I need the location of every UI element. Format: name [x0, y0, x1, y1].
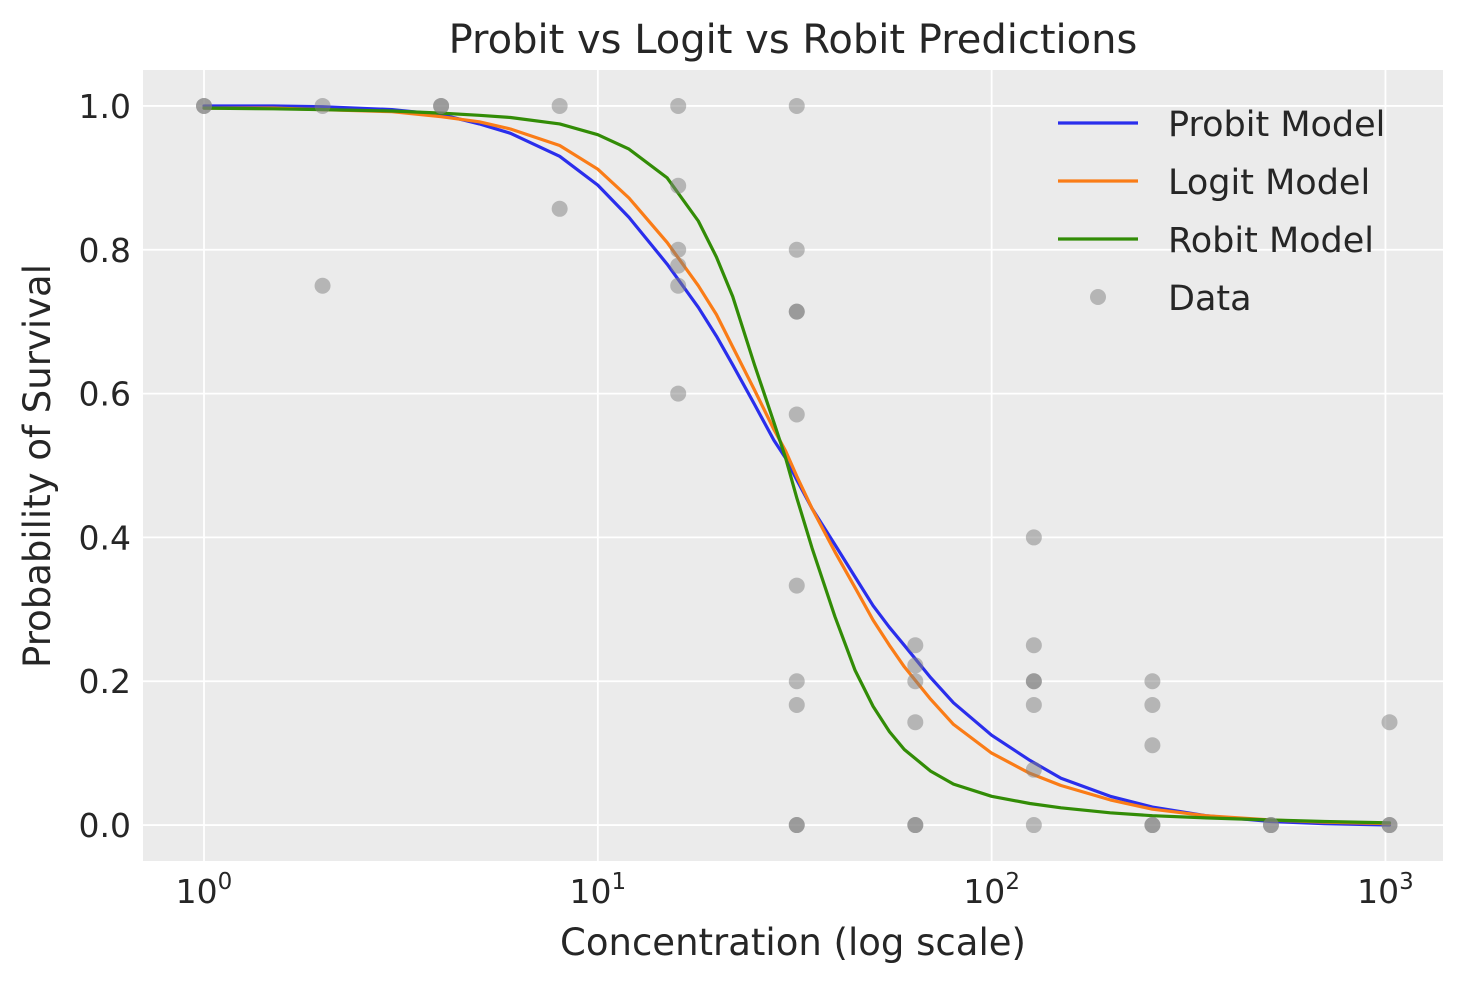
data-point	[907, 817, 924, 834]
x-tick-label: 102	[963, 869, 1020, 911]
data-point	[1381, 714, 1398, 731]
x-tick-labels: 100 101 102 103	[176, 869, 1414, 911]
y-axis-label: Probability of Survival	[16, 264, 59, 668]
x-tick-base: 10	[1357, 872, 1399, 911]
x-tick-exponent: 2	[1005, 869, 1020, 895]
series-line-logit-model	[202, 106, 1392, 826]
x-tick-label: 103	[1357, 869, 1414, 911]
data-point	[1144, 673, 1161, 690]
y-tick-label: 0.2	[79, 662, 131, 701]
data-point	[670, 97, 687, 114]
data-point	[670, 241, 687, 258]
x-axis-label: Concentration (log scale)	[560, 921, 1026, 964]
data-point	[907, 714, 924, 731]
data-point	[907, 637, 924, 654]
data-point	[1144, 696, 1161, 713]
x-tick-exponent: 1	[611, 869, 626, 895]
data-point	[788, 406, 805, 423]
data-point	[788, 577, 805, 594]
data-point	[1025, 529, 1042, 546]
chart-title: Probit vs Logit vs Robit Predictions	[449, 17, 1138, 63]
data-point	[907, 657, 924, 674]
y-tick-labels: 0.0 0.2 0.4 0.6 0.8 1.0	[79, 87, 131, 845]
data-point	[788, 673, 805, 690]
data-point	[1025, 637, 1042, 654]
series-line-robit-model	[202, 106, 1392, 825]
data-point	[670, 385, 687, 402]
x-tick-label: 101	[569, 869, 626, 911]
data-point	[788, 696, 805, 713]
data-point	[670, 277, 687, 294]
data-point	[1025, 817, 1042, 834]
y-tick-label: 0.4	[79, 518, 131, 557]
series-lines	[202, 104, 1392, 827]
legend-label: Robit Model	[1168, 221, 1374, 261]
x-tick-base: 10	[176, 872, 218, 911]
x-tick-label: 100	[176, 869, 233, 911]
data-point	[788, 303, 805, 320]
data-point	[1144, 737, 1161, 754]
data-point	[670, 257, 687, 274]
data-point	[788, 241, 805, 258]
data-point	[907, 673, 924, 690]
y-tick-label: 1.0	[79, 87, 131, 126]
data-point	[1025, 673, 1042, 690]
data-point	[314, 277, 331, 294]
data-point	[433, 97, 450, 114]
x-tick-base: 10	[569, 872, 611, 911]
data-point	[314, 97, 331, 114]
y-tick-label: 0.0	[79, 806, 131, 845]
data-point	[196, 97, 213, 114]
data-point	[670, 177, 687, 194]
legend-label: Probit Model	[1168, 105, 1385, 145]
data-point	[1025, 761, 1042, 778]
x-tick-base: 10	[963, 872, 1005, 911]
data-point	[788, 97, 805, 114]
data-point	[1262, 817, 1279, 834]
legend-label: Logit Model	[1168, 163, 1370, 203]
data-point	[551, 200, 568, 217]
x-tick-exponent: 3	[1399, 869, 1414, 895]
data-point	[1025, 696, 1042, 713]
legend-swatch	[1090, 289, 1106, 305]
legend: Probit Model Logit Model Robit Model Data	[1058, 105, 1385, 319]
data-point	[1144, 817, 1161, 834]
data-point	[1381, 817, 1398, 834]
x-tick-exponent: 0	[218, 869, 233, 895]
data-point	[788, 817, 805, 834]
data-points	[196, 97, 1398, 834]
y-tick-label: 0.8	[79, 231, 131, 270]
legend-label: Data	[1168, 279, 1252, 319]
y-tick-label: 0.6	[79, 375, 131, 414]
data-point	[551, 97, 568, 114]
